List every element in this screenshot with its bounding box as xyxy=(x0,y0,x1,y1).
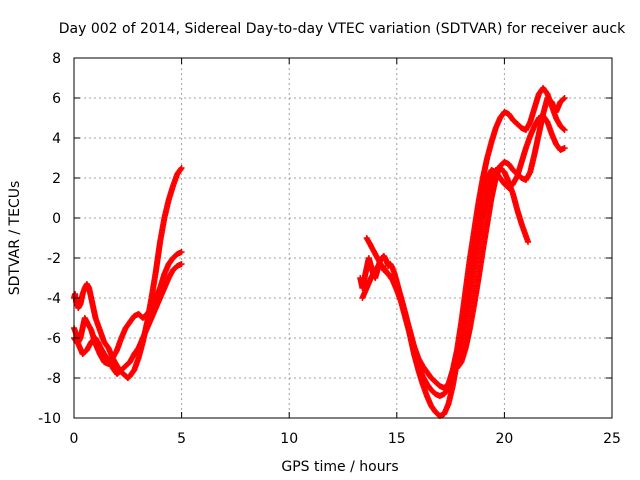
data-point xyxy=(561,145,568,151)
y-tick-label: 6 xyxy=(52,91,61,107)
x-tick-label: 5 xyxy=(177,431,186,447)
y-tick-label: 2 xyxy=(52,171,61,187)
x-tick-label: 20 xyxy=(495,431,513,447)
data-point xyxy=(178,249,185,255)
y-tick-label: -10 xyxy=(38,411,61,427)
x-tick-label: 10 xyxy=(280,431,298,447)
x-tick-label: 15 xyxy=(388,431,406,447)
plot-frame xyxy=(73,57,613,419)
y-tick-label: -8 xyxy=(47,371,61,387)
data-layer xyxy=(71,85,568,419)
series-segment-7 xyxy=(454,95,568,371)
y-tick-label: -4 xyxy=(47,291,61,307)
data-point xyxy=(561,127,568,133)
data-point xyxy=(178,261,185,267)
x-tick-label: 0 xyxy=(70,431,79,447)
chart-title: Day 002 of 2014, Sidereal Day-to-day VTE… xyxy=(59,21,626,37)
data-point xyxy=(177,166,184,172)
grid xyxy=(74,58,612,418)
x-tick-label: 25 xyxy=(603,431,621,447)
y-tick-label: 4 xyxy=(52,131,61,147)
y-tick-label: -2 xyxy=(47,251,61,267)
series-segment-6 xyxy=(363,85,568,391)
tick-labels: -10 -8 -6 -4 -2 0 2 4 6 8 0 5 10 15 20 25 xyxy=(38,51,621,447)
data-point xyxy=(561,95,568,101)
data-point xyxy=(525,239,532,245)
data-point xyxy=(560,95,567,102)
series-segment-1 xyxy=(71,165,185,381)
ticks xyxy=(73,57,613,419)
y-tick-label: 0 xyxy=(52,211,61,227)
x-axis-label: GPS time / hours xyxy=(281,459,398,475)
data-point xyxy=(178,165,185,171)
y-axis-label: SDTVAR / TECUs xyxy=(7,181,23,296)
data-point xyxy=(560,126,567,133)
series-segment-3 xyxy=(71,261,185,377)
y-tick-label: 8 xyxy=(52,51,61,67)
y-tick-label: -6 xyxy=(47,331,61,347)
